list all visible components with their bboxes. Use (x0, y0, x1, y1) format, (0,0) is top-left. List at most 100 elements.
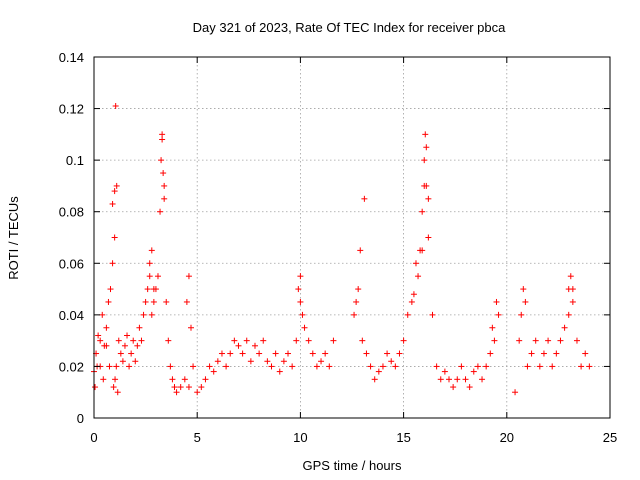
data-point (124, 332, 131, 339)
data-point (117, 350, 124, 357)
data-point (518, 311, 525, 318)
data-point (227, 350, 234, 357)
data-point (134, 342, 141, 349)
data-point (260, 337, 267, 344)
data-point (161, 182, 168, 189)
data-point (375, 368, 382, 375)
data-point (138, 337, 145, 344)
data-point (95, 332, 102, 339)
data-point (565, 286, 572, 293)
data-point (119, 358, 126, 365)
data-point (295, 286, 302, 293)
data-point (169, 376, 176, 383)
data-point (396, 350, 403, 357)
data-point (520, 286, 527, 293)
data-point (384, 350, 391, 357)
data-point (412, 260, 419, 267)
data-point (479, 376, 486, 383)
data-point (112, 376, 119, 383)
data-point (297, 273, 304, 280)
data-point (177, 384, 184, 391)
y-tick-label: 0.02 (59, 359, 84, 374)
data-point (415, 273, 422, 280)
data-point (421, 157, 428, 164)
data-point (190, 363, 197, 370)
data-point (367, 363, 374, 370)
data-point (474, 363, 481, 370)
data-point (569, 298, 576, 305)
data-point (322, 350, 329, 357)
data-point (256, 350, 263, 357)
data-point (194, 389, 201, 396)
data-point (293, 337, 300, 344)
data-point (106, 363, 113, 370)
x-tick-label: 5 (194, 430, 201, 445)
data-point (536, 363, 543, 370)
x-tick-label: 10 (293, 430, 307, 445)
x-tick-label: 25 (603, 430, 617, 445)
data-point (214, 358, 221, 365)
data-point (264, 358, 271, 365)
data-point (144, 286, 151, 293)
data-point (553, 350, 560, 357)
data-point (183, 298, 190, 305)
data-point (441, 368, 448, 375)
data-point (132, 358, 139, 365)
data-point (239, 350, 246, 357)
data-point (136, 324, 143, 331)
data-point (146, 273, 153, 280)
data-point (493, 298, 500, 305)
data-point (330, 337, 337, 344)
data-point (285, 350, 292, 357)
data-point (142, 298, 149, 305)
data-point (522, 298, 529, 305)
data-point (404, 311, 411, 318)
data-point (305, 337, 312, 344)
data-point (223, 363, 230, 370)
data-point (297, 298, 304, 305)
data-point (470, 368, 477, 375)
data-point (289, 363, 296, 370)
data-point (111, 188, 118, 195)
data-point (532, 337, 539, 344)
data-point (388, 358, 395, 365)
data-point (454, 376, 461, 383)
data-point (549, 363, 556, 370)
x-tick-label: 20 (500, 430, 514, 445)
data-point (313, 363, 320, 370)
data-points (91, 102, 593, 396)
data-point (100, 376, 107, 383)
data-point (512, 389, 519, 396)
data-point (158, 157, 165, 164)
data-point (121, 342, 128, 349)
data-point (218, 350, 225, 357)
data-point (487, 350, 494, 357)
y-axis-label: ROTI / TECUs (6, 196, 21, 280)
data-point (422, 131, 429, 138)
data-point (130, 337, 137, 344)
data-point (545, 337, 552, 344)
data-point (272, 350, 279, 357)
y-tick-label: 0.14 (59, 50, 84, 65)
data-point (243, 337, 250, 344)
data-point (103, 342, 110, 349)
data-point (299, 311, 306, 318)
data-point (160, 170, 167, 177)
data-point (357, 247, 364, 254)
data-point (408, 298, 415, 305)
data-point (126, 363, 133, 370)
data-point (557, 337, 564, 344)
y-tick-label: 0 (77, 411, 84, 426)
data-point (280, 358, 287, 365)
data-point (351, 311, 358, 318)
data-point (167, 363, 174, 370)
data-point (111, 234, 118, 241)
data-point (567, 273, 574, 280)
data-point (235, 342, 242, 349)
data-point (491, 337, 498, 344)
data-point (185, 273, 192, 280)
data-point (318, 358, 325, 365)
data-point (159, 131, 166, 138)
data-point (363, 350, 370, 357)
